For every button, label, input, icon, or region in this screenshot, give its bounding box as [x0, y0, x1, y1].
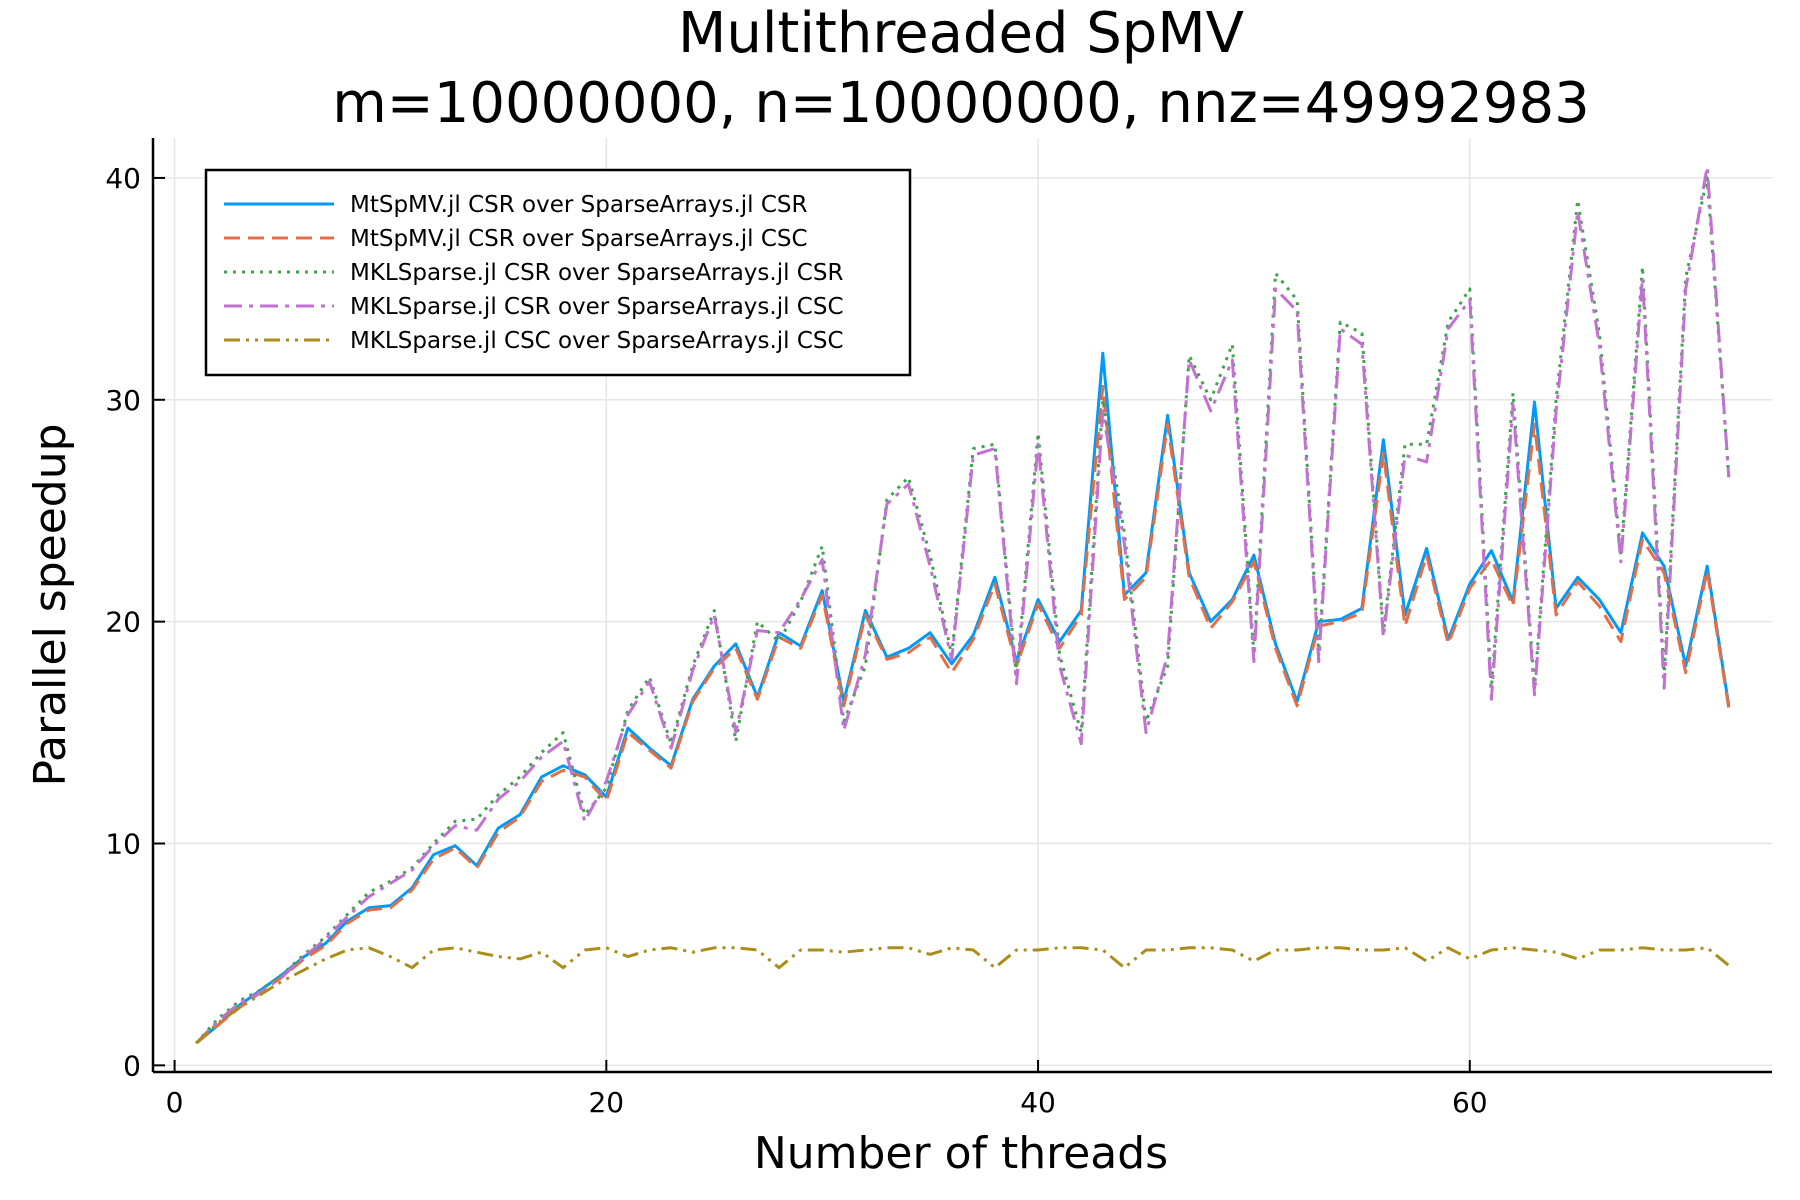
series-line-4	[195, 165, 1731, 1045]
y-tick-label: 30	[105, 384, 141, 417]
series-line-5	[195, 946, 1730, 1045]
legend-label-2: MtSpMV.jl CSR over SparseArrays.jl CSC	[350, 226, 808, 252]
chart-title: Multithreaded SpMV	[678, 1, 1244, 66]
x-tick-label: 0	[166, 1086, 184, 1119]
series-line-2	[195, 385, 1731, 1045]
x-tick-label: 40	[1020, 1086, 1056, 1119]
y-tick-label: 40	[105, 162, 141, 195]
series-line-1	[195, 351, 1731, 1045]
legend-label-4: MKLSparse.jl CSR over SparseArrays.jl CS…	[350, 294, 844, 320]
chart-subtitle: m=10000000, n=10000000, nnz=49992983	[332, 71, 1589, 136]
legend: MtSpMV.jl CSR over SparseArrays.jl CSR Mt…	[204, 168, 912, 377]
legend-label-5: MKLSparse.jl CSC over SparseArrays.jl CS…	[350, 328, 844, 354]
legend-label-3: MKLSparse.jl CSR over SparseArrays.jl CS…	[350, 260, 843, 286]
y-axis-label: Parallel speedup	[25, 423, 76, 786]
x-tick-label: 60	[1452, 1086, 1488, 1119]
x-tick-label: 20	[588, 1086, 624, 1119]
y-tick-label: 0	[123, 1049, 141, 1082]
series-lines	[195, 165, 1731, 1045]
x-axis-label: Number of threads	[754, 1128, 1168, 1179]
y-tick-label: 20	[105, 606, 141, 639]
tick-labels: 0 20 40 60 0 10 20 30 40	[105, 162, 1487, 1119]
y-tick-label: 10	[105, 827, 141, 860]
axes	[151, 138, 1772, 1074]
legend-label-1: MtSpMV.jl CSR over SparseArrays.jl CSR	[350, 192, 808, 218]
